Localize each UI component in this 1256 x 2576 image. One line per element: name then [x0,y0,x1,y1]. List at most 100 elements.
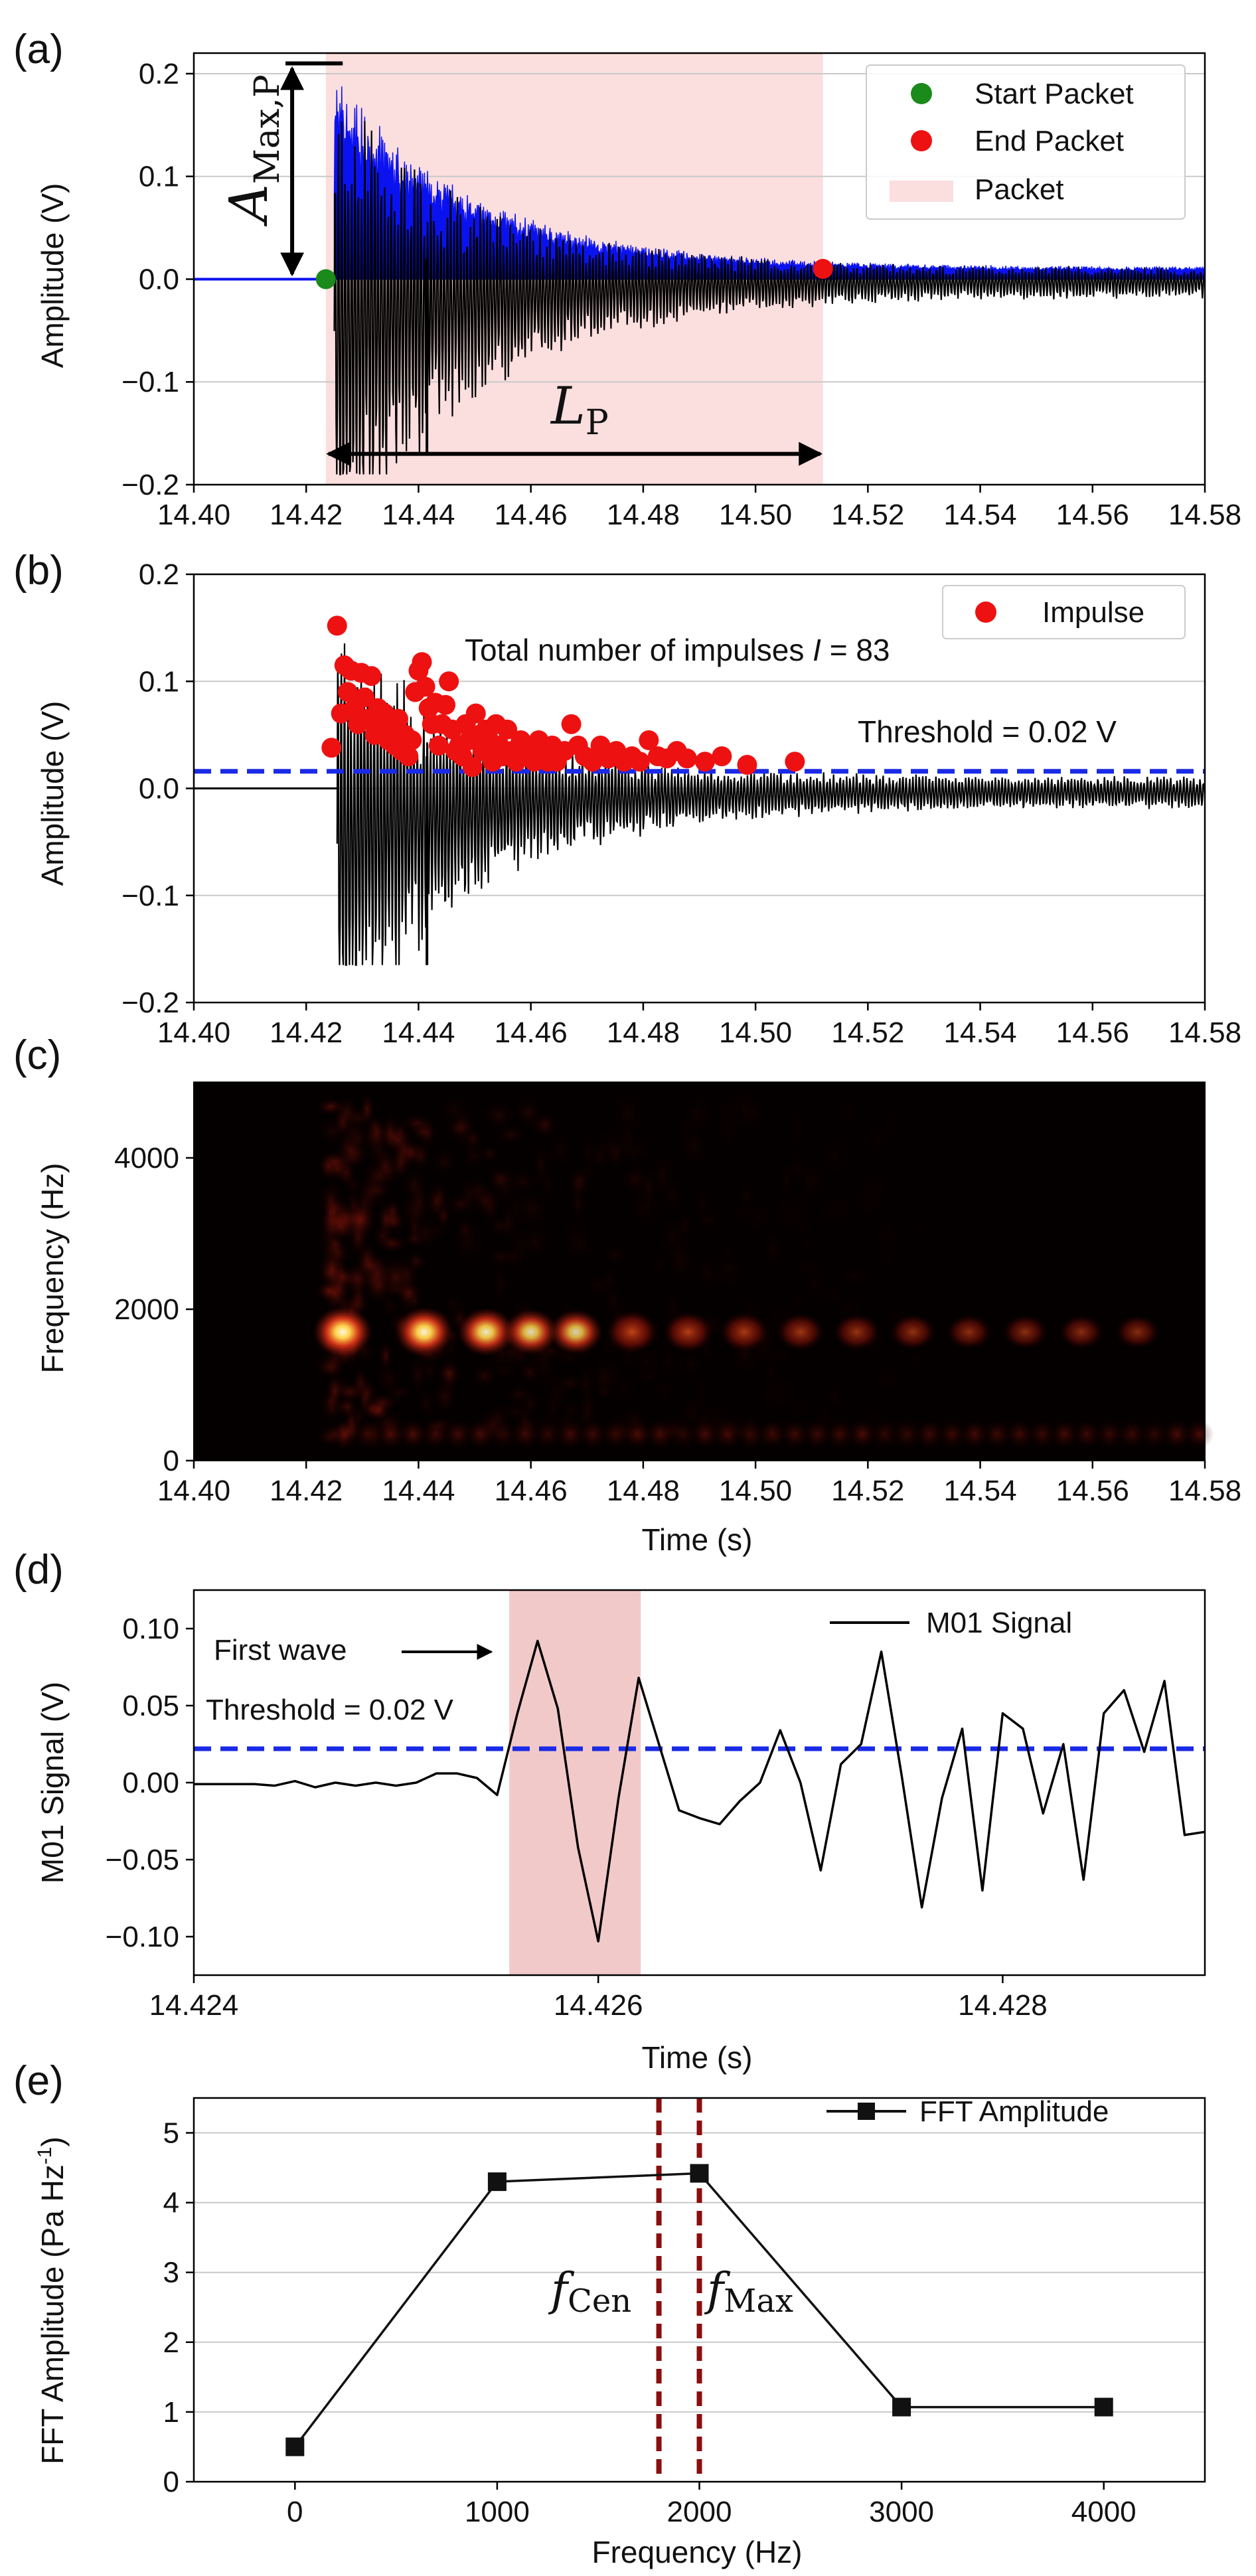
low-band-cell [847,1419,877,1449]
legend-end-marker [911,130,932,151]
spectrogram-cell [861,1124,892,1155]
impulse-marker [582,752,603,772]
y-tick-label: −0.10 [106,1921,179,1953]
impulse-marker [415,677,435,697]
x-tick-label: 14.48 [607,1016,680,1049]
spectrogram-cell [659,1344,676,1380]
spectrogram-cell [447,1193,473,1215]
low-band-cell [712,1419,742,1449]
spectrogram-cell [834,1297,864,1320]
low-band-cell [465,1419,495,1449]
spectrogram-cell [407,1251,426,1272]
legend-b: Impulse [942,585,1186,639]
low-band-cell [398,1419,428,1449]
spectrogram-cell [791,1292,805,1312]
low-band-cell [420,1419,450,1449]
impulse-marker [785,752,805,772]
spectrogram-cell [529,1113,558,1138]
low-band-cell [803,1419,832,1449]
spectrogram-cell [507,1170,538,1194]
x-tick-label: 14.44 [382,1475,455,1507]
spectrogram-cell [487,1167,510,1194]
y-tick-label: −0.1 [121,366,179,398]
x-tick-label: 14.424 [149,1989,239,2022]
spectrogram-cell [532,1145,550,1185]
spectrogram-cell [484,1101,514,1129]
y-tick-label: 4000 [114,1142,179,1174]
x-tick-label: 14.56 [1056,499,1129,531]
low-band-cell [600,1419,630,1449]
low-band-cell [1004,1419,1034,1449]
low-band-cell [623,1419,653,1449]
band-hotspot [395,1307,453,1357]
plot-frame-a [193,52,1206,486]
panel-label-e: (e) [13,2058,64,2104]
low-band-cell [870,1419,900,1449]
x-axis-c: 14.40 14.42 14.44 14.46 14.48 14.50 14.52 14.54… [157,1461,1241,1507]
impulse-marker [712,746,732,767]
spectrogram-cell [763,1232,785,1266]
spectrogram-cell [407,1291,422,1311]
y-axis-a: −0.2 −0.1 0.0 0.1 0.2 [121,58,194,501]
spectrogram-cell [412,1142,430,1170]
spectrogram-cell [788,1397,810,1420]
x-tick-label: 14.44 [382,499,455,531]
amax-arrow [280,61,343,277]
legend-fft-marker [858,2103,875,2120]
spectrogram-cell [376,1234,408,1253]
spectrogram-cell [367,1115,382,1136]
y-tick-label: 0.10 [122,1613,179,1645]
spectrogram-cell [696,1261,714,1283]
impulse-marker [354,687,375,708]
spectrogram-cell [873,1362,900,1392]
y-tick-label: −0.1 [121,880,179,912]
spectrogram-cell [428,1184,446,1219]
legend-packet-swatch [890,181,953,202]
spectrogram-cell [335,1382,365,1402]
first-wave-label: First wave [214,1634,347,1666]
x-tick-label: 14.52 [831,499,904,531]
spectrogram-cell [841,1266,864,1286]
x-axis-d: 14.424 14.426 14.428 [149,1975,1048,2022]
x-tick-label: 14.56 [1056,1475,1129,1507]
spectrogram-cell [797,1218,813,1237]
fmax-label: fMax [704,2264,793,2320]
x-tick-label: 14.40 [157,499,230,531]
spectrogram-cell [488,1248,514,1266]
spectrogram-cell [603,1140,632,1158]
panel-label-d: (d) [13,1547,64,1593]
spectrogram-cell [432,1148,457,1175]
spectrogram-cell [437,1363,462,1384]
band-hotspot [1060,1315,1103,1349]
low-band-cell [1050,1419,1079,1449]
spectrogram-cell [714,1259,743,1278]
x-tick-label: 1000 [465,2496,530,2528]
y-axis-label-d: M01 Signal (V) [35,1682,70,1884]
x-axis-label-c: Time (s) [642,1522,753,1557]
spectrogram-cell [911,1352,925,1371]
spectrogram-cell [576,1161,598,1184]
spectrogram-cell [637,1367,661,1386]
spectrogram-cell [788,1109,804,1149]
low-band-cell [668,1419,698,1449]
legend-m01-label: M01 Signal [926,1607,1072,1639]
legend-box-b [942,585,1186,639]
x-tick-label: 0 [287,2496,303,2528]
legend-e: FFT Amplitude [826,2095,1109,2128]
y-tick-label: 0.1 [139,161,179,193]
y-tick-label: 0 [163,1445,179,1477]
x-tick-label: 4000 [1071,2496,1137,2528]
spectrogram-cell [319,1360,343,1377]
x-tick-label: 14.40 [157,1475,230,1507]
low-band-cell [376,1419,406,1449]
low-band-cell [488,1419,518,1449]
band-hotspot [947,1315,991,1349]
x-tick-label: 14.426 [554,1989,643,2022]
low-band-cell [1184,1419,1214,1449]
chart-d: −0.10−0.050.000.050.10 14.424 14.426 14.42… [35,1589,1206,2075]
x-tick-label: 14.42 [270,1475,343,1507]
y-tick-label: −0.2 [121,469,179,501]
spectrogram-cell [612,1094,644,1132]
panel-label-a: (a) [13,27,64,72]
y-tick-label: 4 [163,2187,179,2219]
